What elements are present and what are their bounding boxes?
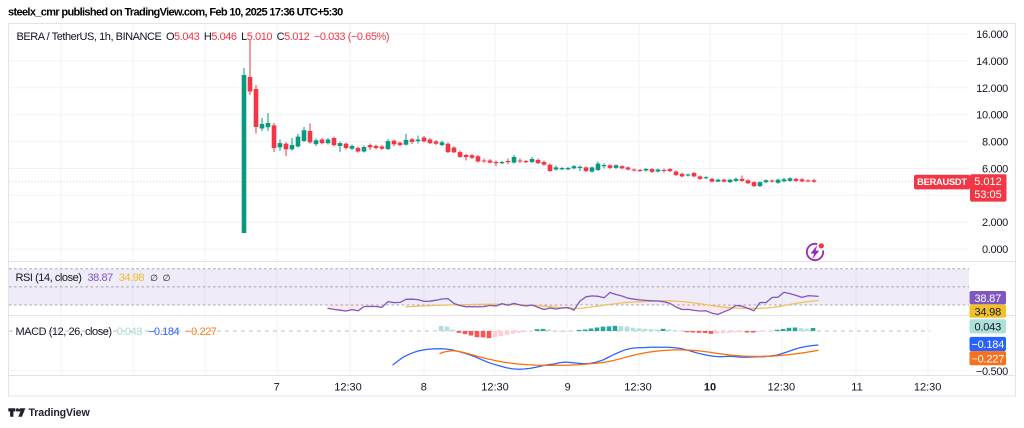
svg-text:−0.227: −0.227 xyxy=(971,353,1004,365)
svg-text:−0.184: −0.184 xyxy=(971,339,1004,351)
svg-text:9: 9 xyxy=(565,382,571,394)
svg-text:11: 11 xyxy=(851,382,862,394)
svg-text:16.000: 16.000 xyxy=(976,29,1008,41)
svg-text:12:30: 12:30 xyxy=(914,382,942,394)
svg-text:10: 10 xyxy=(704,382,716,394)
svg-text:8.000: 8.000 xyxy=(982,137,1008,149)
svg-text:7: 7 xyxy=(274,382,280,394)
svg-text:12.000: 12.000 xyxy=(976,83,1008,95)
svg-text:BERAUSDT: BERAUSDT xyxy=(917,177,967,187)
svg-text:0.000: 0.000 xyxy=(982,244,1008,256)
svg-text:34.98: 34.98 xyxy=(974,306,1001,318)
svg-text:12:30: 12:30 xyxy=(624,382,652,394)
svg-text:38.87: 38.87 xyxy=(974,293,1001,305)
svg-text:53:05: 53:05 xyxy=(974,189,1002,201)
svg-text:10.000: 10.000 xyxy=(976,110,1008,122)
svg-text:2.000: 2.000 xyxy=(982,217,1008,229)
svg-text:0.043: 0.043 xyxy=(974,322,1001,334)
svg-text:12:30: 12:30 xyxy=(334,382,362,394)
svg-text:12:30: 12:30 xyxy=(768,382,796,394)
svg-text:14.000: 14.000 xyxy=(976,56,1008,68)
svg-text:TradingView: TradingView xyxy=(29,407,91,419)
svg-text:8: 8 xyxy=(421,382,427,394)
svg-text:12:30: 12:30 xyxy=(481,382,509,394)
svg-text:5.012: 5.012 xyxy=(974,176,1002,188)
svg-text:−0.500: −0.500 xyxy=(976,366,1008,378)
svg-text:6.000: 6.000 xyxy=(982,164,1008,176)
svg-text:steelx_cmr published on Tradin: steelx_cmr published on TradingView.com,… xyxy=(8,6,343,18)
svg-text:MACD (12, 26, close)0.043−0.18: MACD (12, 26, close) 0.043 −0.184 −0.227 xyxy=(16,326,217,338)
